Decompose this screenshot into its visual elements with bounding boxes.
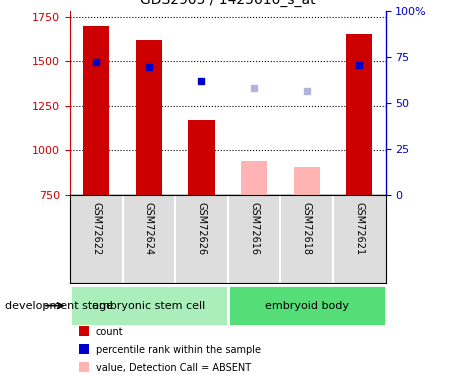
Text: value, Detection Call = ABSENT: value, Detection Call = ABSENT [96,363,251,374]
Bar [346,34,373,195]
Title: GDS2905 / 1425610_s_at: GDS2905 / 1425610_s_at [140,0,316,8]
Bar [70,285,228,326]
Bar [294,167,320,195]
Text: embryoid body: embryoid body [265,301,349,310]
Bar [136,40,162,195]
Text: count: count [96,327,123,338]
Bar [241,161,267,195]
Text: GSM72622: GSM72622 [91,202,101,255]
Text: percentile rank within the sample: percentile rank within the sample [96,345,261,355]
Bar [228,285,386,326]
Text: GSM72618: GSM72618 [302,202,312,255]
Text: GSM72616: GSM72616 [249,202,259,255]
Text: embryonic stem cell: embryonic stem cell [92,301,206,310]
Text: GSM72621: GSM72621 [354,202,364,255]
Bar [189,120,215,195]
Bar [83,26,110,195]
Text: GSM72624: GSM72624 [144,202,154,255]
Text: GSM72626: GSM72626 [197,202,207,255]
Text: development stage: development stage [5,301,113,310]
